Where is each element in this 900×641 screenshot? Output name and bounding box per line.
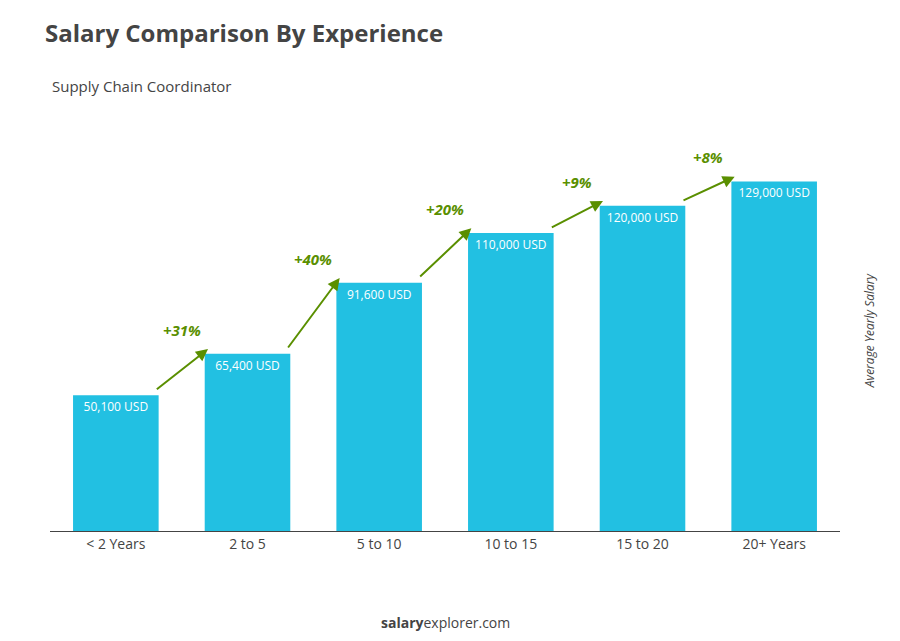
svg-text:65,400 USD: 65,400 USD [215, 357, 280, 374]
svg-text:50,100 USD: 50,100 USD [84, 398, 149, 415]
svg-text:Supply Chain Coordinator: Supply Chain Coordinator [52, 76, 231, 96]
svg-text:10 to 15: 10 to 15 [484, 534, 537, 553]
svg-text:129,000 USD: 129,000 USD [738, 184, 809, 201]
svg-text:+8%: +8% [693, 147, 723, 167]
svg-text:+20%: +20% [426, 199, 464, 219]
svg-text:< 2 Years: < 2 Years [86, 534, 145, 553]
svg-text:Average Yearly Salary: Average Yearly Salary [861, 272, 878, 388]
svg-text:Salary Comparison By Experienc: Salary Comparison By Experience [45, 16, 443, 49]
svg-text:5 to 10: 5 to 10 [357, 534, 402, 553]
svg-text:2 to 5: 2 to 5 [229, 534, 266, 553]
svg-text:120,000 USD: 120,000 USD [607, 209, 678, 226]
svg-text:110,000 USD: 110,000 USD [475, 236, 546, 253]
svg-text:+40%: +40% [294, 249, 332, 269]
svg-text:salaryexplorer.com: salaryexplorer.com [381, 613, 510, 632]
svg-text:+31%: +31% [163, 320, 201, 340]
svg-text:91,600 USD: 91,600 USD [347, 286, 412, 303]
svg-text:15 to 20: 15 to 20 [616, 534, 669, 553]
svg-text:+9%: +9% [562, 172, 592, 192]
svg-text:20+ Years: 20+ Years [742, 534, 806, 553]
